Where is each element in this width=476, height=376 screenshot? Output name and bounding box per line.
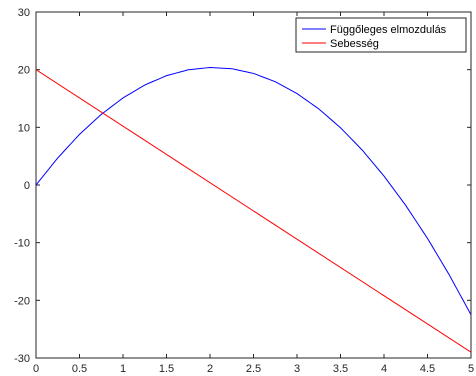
y-tick-label: 20 — [18, 65, 30, 77]
y-tick-label: -10 — [14, 238, 30, 250]
y-tick-labels: -30 -20 -10 0 10 20 30 — [14, 7, 30, 365]
x-tick-labels: 0 0.5 1 1.5 2 2.5 3 3.5 4 4.5 5 — [33, 363, 474, 375]
x-tick-label: 4 — [381, 363, 387, 375]
y-tick-label: -30 — [14, 353, 30, 365]
axis-ticks — [35, 11, 472, 359]
x-tick-label: 2 — [207, 363, 213, 375]
x-tick-label: 3.5 — [333, 363, 348, 375]
y-tick-label: 10 — [18, 122, 30, 134]
plot-area — [35, 11, 472, 359]
x-tick-label: 1.5 — [159, 363, 174, 375]
y-tick-label: 30 — [18, 7, 30, 19]
y-tick-label: 0 — [24, 180, 30, 192]
x-tick-label: 4.5 — [420, 363, 435, 375]
x-tick-label: 3 — [294, 363, 300, 375]
x-tick-label: 1 — [120, 363, 126, 375]
x-tick-label: 0 — [33, 363, 39, 375]
legend-label: Sebesség — [330, 38, 379, 50]
legend-box — [295, 17, 467, 53]
series-lines — [36, 66, 471, 353]
x-tick-label: 0.5 — [72, 363, 87, 375]
series-line-velocity — [36, 69, 471, 353]
x-tick-label: 5 — [468, 363, 474, 375]
legend: Függőleges elmozdulás Sebesség — [295, 17, 467, 53]
x-tick-label: 2.5 — [246, 363, 261, 375]
legend-label: Függőleges elmozdulás — [330, 24, 447, 36]
y-tick-label: -20 — [14, 295, 30, 307]
series-line-displacement — [36, 66, 471, 315]
